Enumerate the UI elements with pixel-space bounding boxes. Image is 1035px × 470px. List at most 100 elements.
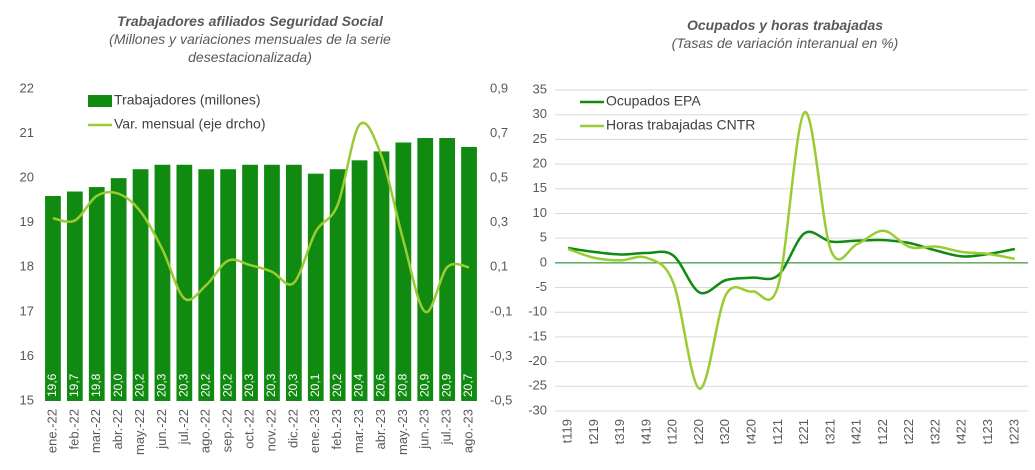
legend-label: Ocupados EPA	[606, 93, 701, 109]
y2-tick-label: 0,7	[490, 125, 508, 140]
y-tick-label: 22	[20, 80, 34, 95]
bar-value-label: 20,3	[177, 373, 191, 397]
y-tick-label: 19	[20, 214, 34, 229]
bar-value-label: 20,3	[264, 373, 278, 397]
line	[567, 110, 1016, 391]
y2-tick-label: 0,1	[490, 259, 508, 274]
x-tick-label: dic.-22	[285, 409, 300, 448]
y-tick-label: 10	[533, 205, 547, 220]
chart-title: Ocupados y horas trabajadas	[686, 17, 884, 33]
x-tick-label: abr.-22	[110, 409, 125, 449]
bar	[110, 178, 127, 401]
legend-label: Horas trabajadas CNTR	[606, 117, 755, 133]
bar	[373, 151, 390, 401]
x-tick-label: may.-22	[132, 409, 147, 455]
x-tick-label: t222	[901, 419, 916, 444]
y-tick-label: 15	[533, 180, 547, 195]
x-tick-label: t120	[665, 419, 680, 444]
title-block-1: Trabajadores afiliados Seguridad Social …	[60, 12, 440, 66]
legend-label: Trabajadores (millones)	[114, 92, 261, 108]
line	[52, 121, 470, 314]
y-tick-label: -20	[528, 353, 547, 368]
x-tick-label: t123	[980, 419, 995, 444]
bar-value-label: 20,0	[111, 373, 125, 397]
bar	[417, 138, 434, 401]
y-tick-label: 21	[20, 125, 34, 140]
y-tick-label: 30	[533, 106, 547, 121]
x-tick-label: t322	[927, 419, 942, 444]
bar	[45, 195, 61, 401]
bar	[66, 191, 83, 401]
bar-value-label: 20,3	[155, 373, 169, 397]
bar	[439, 138, 456, 401]
x-tick-label: ago.-23	[460, 409, 475, 453]
y-tick-label: 20	[20, 170, 34, 185]
bar-value-label: 19,7	[67, 373, 81, 397]
chart-subtitle: (Tasas de variación interanual en %)	[671, 35, 899, 51]
bar-value-label: 20,7	[461, 373, 475, 397]
x-tick-label: t422	[954, 419, 969, 444]
y2-tick-label: 0,3	[490, 214, 508, 229]
bar	[132, 169, 149, 401]
x-tick-label: ene.-23	[307, 409, 322, 453]
x-tick-label: jul.-22	[176, 409, 191, 445]
x-tick-label: t420	[744, 419, 759, 444]
legend-swatch	[88, 95, 112, 107]
x-tick-label: mar.-23	[351, 409, 366, 453]
y-tick-label: 16	[20, 348, 34, 363]
y2-tick-label: -0,3	[490, 348, 512, 363]
x-tick-label: t122	[875, 419, 890, 444]
y-tick-label: 25	[533, 131, 547, 146]
bar	[351, 160, 368, 401]
bar-value-label: 20,6	[374, 373, 388, 397]
bar-value-label: 20,2	[220, 373, 234, 397]
y-tick-label: -15	[528, 328, 547, 343]
x-tick-label: t219	[586, 419, 601, 444]
y-tick-label: -25	[528, 378, 547, 393]
bar	[329, 169, 346, 401]
x-tick-label: t119	[560, 419, 575, 443]
bar-value-label: 20,9	[439, 373, 453, 397]
y-tick-label: -10	[528, 304, 547, 319]
bar-value-label: 20,2	[133, 373, 147, 397]
line	[567, 230, 1016, 295]
bar	[461, 146, 477, 401]
x-tick-label: abr.-23	[373, 409, 388, 449]
x-tick-label: t121	[770, 419, 785, 444]
y2-tick-label: -0,1	[490, 303, 512, 318]
y-tick-label: 15	[20, 392, 34, 407]
x-tick-label: oct.-22	[241, 409, 256, 449]
x-tick-label: feb.-23	[329, 409, 344, 449]
bar-value-label: 20,2	[198, 373, 212, 397]
x-tick-label: jul.-23	[439, 409, 454, 445]
x-tick-label: jun.-22	[154, 409, 169, 450]
bar	[395, 142, 412, 401]
bar-value-label: 20,3	[286, 373, 300, 397]
x-tick-label: t321	[822, 419, 837, 444]
bar-value-label: 20,8	[396, 373, 410, 397]
x-tick-label: nov.-22	[263, 409, 278, 451]
bar	[242, 164, 258, 401]
bar	[88, 187, 105, 401]
x-tick-label: t421	[849, 419, 864, 444]
bar-value-label: 19,6	[45, 373, 59, 397]
y-tick-label: 20	[533, 156, 547, 171]
x-tick-label: may.-23	[395, 409, 410, 455]
x-tick-label: ene.-22	[44, 409, 59, 453]
y2-tick-label: 0,9	[490, 80, 508, 95]
bar	[176, 164, 193, 401]
bar-value-label: 20,4	[352, 373, 366, 397]
x-tick-label: feb.-22	[66, 409, 81, 449]
title-block-2: Ocupados y horas trabajadas (Tasas de va…	[585, 16, 985, 52]
y-tick-label: 17	[20, 303, 34, 318]
bar	[307, 173, 324, 401]
chart-subtitle: (Millones y variaciones mensuales de la …	[109, 31, 391, 65]
x-tick-label: t419	[638, 419, 653, 444]
bar	[220, 169, 237, 401]
y-tick-label: -30	[528, 402, 547, 417]
legend-label: Var. mensual (eje drcho)	[114, 116, 265, 132]
y-tick-label: 18	[20, 259, 34, 274]
x-tick-label: t220	[691, 419, 706, 444]
